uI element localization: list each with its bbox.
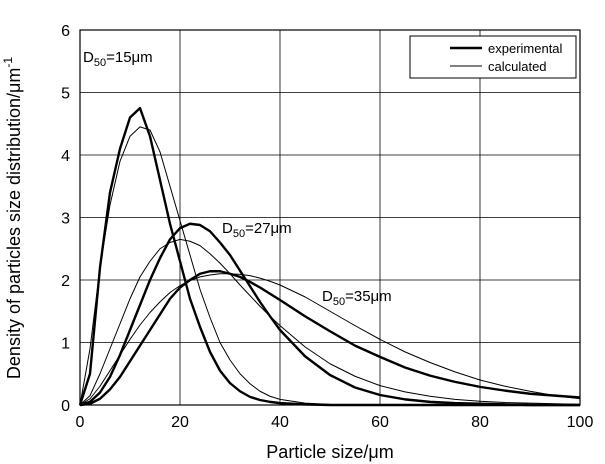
annotation-subscript: 50 [94, 57, 106, 69]
y-tick-label: 6 [61, 23, 70, 40]
annotation-subscript: 50 [333, 296, 345, 308]
x-tick-label: 40 [271, 414, 289, 431]
annotation-suffix: =35μm [345, 288, 392, 305]
annotation-prefix: D [83, 49, 94, 66]
x-tick-label: 80 [471, 414, 489, 431]
y-tick-label: 5 [61, 86, 70, 103]
annotation-suffix: =15μm [106, 49, 153, 66]
x-tick-label: 60 [371, 414, 389, 431]
annotation: D50=15μm [83, 49, 153, 69]
legend-box [409, 35, 577, 79]
annotation: D50=35μm [322, 288, 392, 308]
y-axis-title: Density of particles size distribution/μ… [1, 57, 24, 379]
x-tick-label: 100 [567, 414, 594, 431]
annotation-suffix: =27μm [245, 220, 292, 237]
legend-label: calculated [488, 59, 547, 74]
annotation-prefix: D [222, 220, 233, 237]
annotation-prefix: D [322, 288, 333, 305]
annotation: D50=27μm [222, 220, 292, 240]
line [79, 126, 580, 406]
legend-label: experimental [488, 41, 563, 56]
line [79, 222, 580, 407]
y-tick-label: 1 [61, 336, 70, 353]
y-axis-title-sup: -1 [1, 57, 15, 68]
y-tick-label: 2 [61, 273, 70, 290]
x-tick-label: 0 [76, 414, 85, 431]
line [79, 273, 581, 406]
y-tick-label: 4 [61, 148, 70, 165]
x-tick-label: 20 [171, 414, 189, 431]
y-tick-label: 3 [61, 211, 70, 228]
y-axis-title-text: Density of particles size distribution/μ… [4, 68, 24, 379]
annotation-subscript: 50 [233, 228, 245, 240]
line [79, 270, 581, 407]
line [78, 106, 580, 407]
x-axis-title: Particle size/μm [266, 442, 393, 462]
line [79, 238, 581, 406]
y-tick-label: 0 [61, 398, 70, 415]
